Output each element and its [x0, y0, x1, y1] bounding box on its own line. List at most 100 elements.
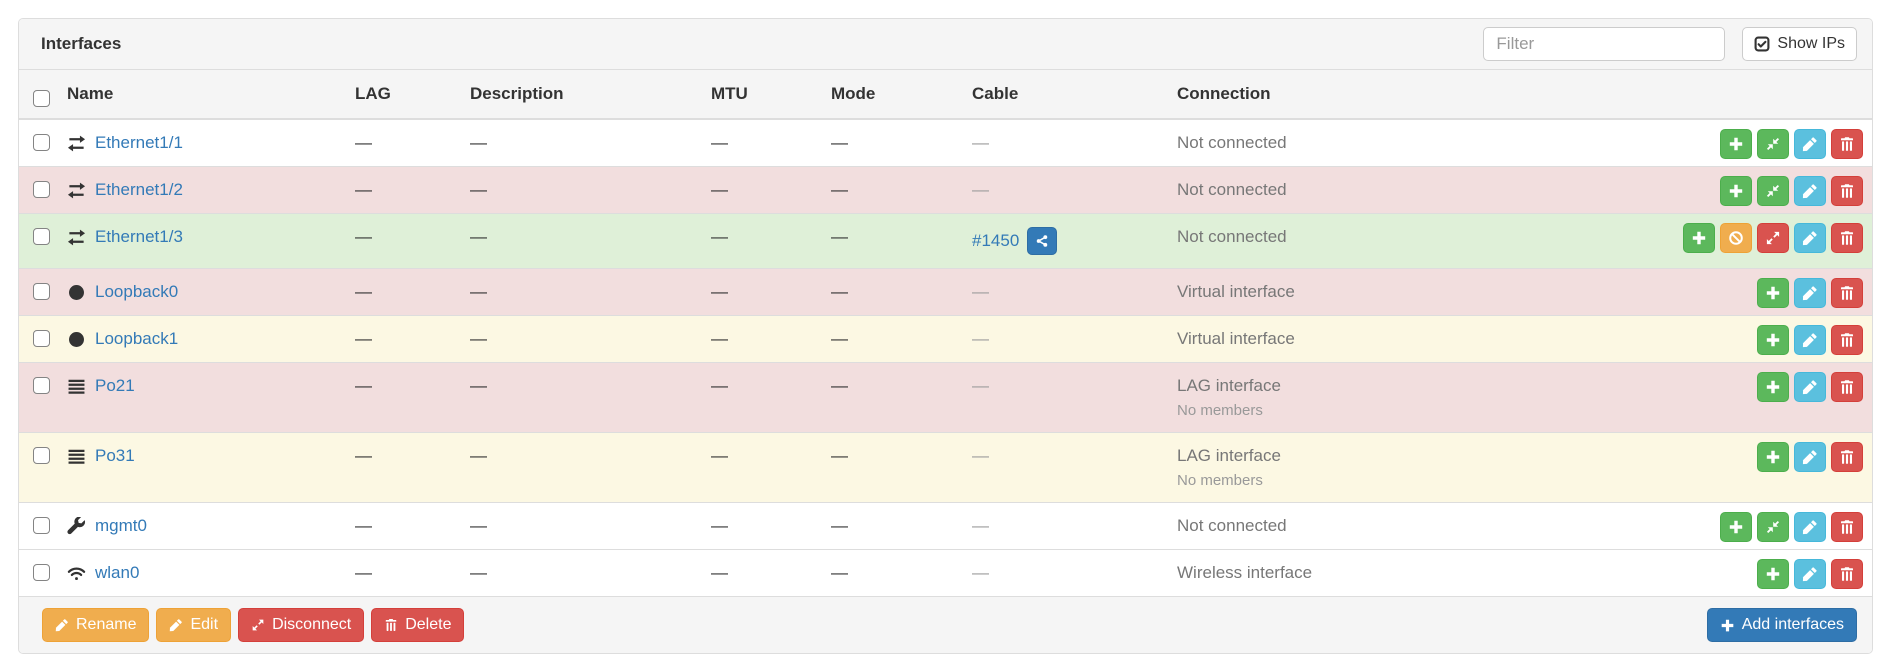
add-button[interactable] — [1757, 559, 1789, 589]
interface-name-link[interactable]: Po31 — [95, 446, 135, 465]
pencil-icon — [1802, 379, 1818, 395]
row-checkbox[interactable] — [33, 377, 50, 394]
add-button[interactable] — [1720, 129, 1752, 159]
rename-button[interactable]: Rename — [42, 608, 150, 642]
cable-value: — — [972, 133, 989, 152]
add-button[interactable] — [1757, 278, 1789, 308]
description-value: — — [470, 446, 487, 465]
row-checkbox[interactable] — [33, 283, 50, 300]
mode-value: — — [831, 376, 848, 395]
delete-button[interactable] — [1831, 325, 1863, 355]
lag-value: — — [355, 376, 372, 395]
description-value: — — [470, 329, 487, 348]
share-icon — [1035, 234, 1049, 248]
description-value: — — [470, 180, 487, 199]
row-checkbox[interactable] — [33, 517, 50, 534]
interface-name-link[interactable]: mgmt0 — [95, 516, 147, 535]
row-checkbox[interactable] — [33, 564, 50, 581]
connection-status: Not connected — [1177, 516, 1287, 535]
disconnect-button[interactable]: Disconnect — [238, 608, 365, 642]
delete-button[interactable] — [1831, 223, 1863, 253]
interface-name-link[interactable]: Ethernet1/1 — [95, 133, 183, 152]
column-header: MTU — [701, 70, 821, 120]
delete-button[interactable] — [1831, 372, 1863, 402]
filter-input[interactable] — [1483, 27, 1726, 61]
edit-button[interactable] — [1794, 559, 1826, 589]
add-button[interactable] — [1757, 372, 1789, 402]
connection-status: LAG interface — [1177, 446, 1281, 465]
delete-button[interactable] — [1831, 512, 1863, 542]
description-value: — — [470, 227, 487, 246]
add-button[interactable] — [1757, 442, 1789, 472]
lag-value: — — [355, 516, 372, 535]
mode-value: — — [831, 133, 848, 152]
table-row: Ethernet1/3 — — — — #1450 Not connected — [19, 213, 1872, 269]
table-row: Po21 — — — — — LAG interface No members — [19, 362, 1872, 433]
show-ips-button[interactable]: Show IPs — [1742, 27, 1857, 61]
pencil-icon — [1802, 230, 1818, 246]
delete-button[interactable] — [1831, 278, 1863, 308]
edit-button[interactable] — [1794, 176, 1826, 206]
add-button[interactable] — [1757, 325, 1789, 355]
table-row: mgmt0 — — — — — Not connected — [19, 502, 1872, 550]
plus-icon — [1765, 285, 1781, 301]
connect-button[interactable] — [1757, 176, 1789, 206]
connect-button[interactable] — [1757, 512, 1789, 542]
compress-arrows-icon — [1765, 136, 1781, 152]
edit-button[interactable] — [1794, 372, 1826, 402]
add-interfaces-button[interactable]: Add interfaces — [1706, 608, 1857, 642]
edit-button[interactable] — [1794, 512, 1826, 542]
interface-name-link[interactable]: Po21 — [95, 376, 135, 395]
button-label: Disconnect — [272, 616, 352, 633]
delete-button[interactable] — [1831, 176, 1863, 206]
interface-name-link[interactable]: Ethernet1/2 — [95, 180, 183, 199]
connect-button[interactable] — [1757, 129, 1789, 159]
table-body: Ethernet1/1 — — — — — Not connected Ethernet1/2… — [19, 118, 1872, 596]
row-checkbox[interactable] — [33, 330, 50, 347]
plus-icon — [1691, 230, 1707, 246]
interface-name-link[interactable]: Ethernet1/3 — [95, 227, 183, 246]
mtu-value: — — [711, 282, 728, 301]
add-button[interactable] — [1720, 176, 1752, 206]
row-checkbox[interactable] — [33, 228, 50, 245]
trash-icon — [1839, 332, 1855, 348]
edit-button[interactable] — [1794, 442, 1826, 472]
delete-button[interactable] — [1831, 129, 1863, 159]
select-all-checkbox[interactable] — [33, 90, 50, 107]
wifi-icon — [67, 564, 86, 583]
interfaces-panel: Interfaces Show IPs NameLAGDescriptionMT… — [18, 18, 1873, 654]
edit-button[interactable] — [1794, 278, 1826, 308]
exchange-icon — [67, 134, 86, 153]
check-square-icon — [1754, 36, 1770, 52]
expand-arrows-icon — [251, 618, 265, 632]
plus-icon — [1765, 449, 1781, 465]
edit-button[interactable] — [1794, 223, 1826, 253]
row-checkbox[interactable] — [33, 134, 50, 151]
panel-title: Interfaces — [41, 34, 122, 53]
plus-icon — [1765, 332, 1781, 348]
interface-name-link[interactable]: Loopback0 — [95, 282, 179, 301]
interface-name-link[interactable]: wlan0 — [95, 563, 140, 582]
delete-button[interactable]: Delete — [371, 608, 465, 642]
connection-status: Virtual interface — [1177, 329, 1295, 348]
mode-value: — — [831, 563, 848, 582]
lag-value: — — [355, 133, 372, 152]
edit-button[interactable] — [1794, 325, 1826, 355]
disconnect-button[interactable] — [1757, 223, 1789, 253]
trace-cable-button[interactable] — [1027, 227, 1058, 255]
mtu-value: — — [711, 376, 728, 395]
delete-button[interactable] — [1831, 559, 1863, 589]
table-row: Ethernet1/2 — — — — — Not connected — [19, 166, 1872, 214]
row-checkbox[interactable] — [33, 447, 50, 464]
description-value: — — [470, 133, 487, 152]
cable-link[interactable]: #1450 — [972, 231, 1020, 250]
ban-button[interactable] — [1720, 223, 1752, 253]
add-button[interactable] — [1683, 223, 1715, 253]
table-header-row: Name LAG Description MTU Mode Cable Connection — [19, 70, 1872, 120]
add-button[interactable] — [1720, 512, 1752, 542]
interface-name-link[interactable]: Loopback1 — [95, 329, 179, 348]
edit-button[interactable] — [1794, 129, 1826, 159]
row-checkbox[interactable] — [33, 181, 50, 198]
edit-button[interactable]: Edit — [156, 608, 232, 642]
delete-button[interactable] — [1831, 442, 1863, 472]
